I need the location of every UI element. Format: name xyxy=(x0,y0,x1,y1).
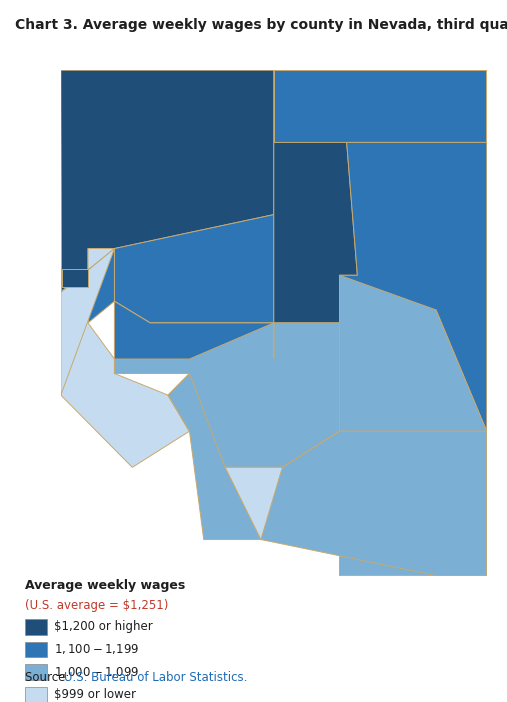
Polygon shape xyxy=(115,301,274,359)
Polygon shape xyxy=(261,431,487,576)
Text: $1,000 - $1,099: $1,000 - $1,099 xyxy=(54,665,139,679)
Text: Source:: Source: xyxy=(25,671,74,684)
Polygon shape xyxy=(61,249,190,468)
Polygon shape xyxy=(61,269,88,287)
Text: Average weekly wages: Average weekly wages xyxy=(25,579,186,592)
Polygon shape xyxy=(61,249,115,395)
Polygon shape xyxy=(88,249,115,269)
Text: $1,100 - $1,199: $1,100 - $1,199 xyxy=(54,642,139,656)
Text: $999 or lower: $999 or lower xyxy=(54,688,136,701)
Polygon shape xyxy=(347,70,487,431)
Polygon shape xyxy=(61,70,274,292)
Polygon shape xyxy=(115,215,274,323)
Polygon shape xyxy=(225,431,487,540)
Polygon shape xyxy=(340,143,487,431)
Text: Chart 3. Average weekly wages by county in Nevada, third quarter 2021: Chart 3. Average weekly wages by county … xyxy=(15,18,507,32)
Polygon shape xyxy=(274,70,487,143)
Polygon shape xyxy=(168,373,261,540)
Polygon shape xyxy=(88,249,274,373)
Text: (U.S. average = $1,251): (U.S. average = $1,251) xyxy=(25,599,169,612)
Polygon shape xyxy=(274,143,357,323)
Text: $1,200 or higher: $1,200 or higher xyxy=(54,621,153,633)
Polygon shape xyxy=(115,323,340,576)
Text: U.S. Bureau of Labor Statistics.: U.S. Bureau of Labor Statistics. xyxy=(64,671,248,684)
Polygon shape xyxy=(340,275,487,576)
